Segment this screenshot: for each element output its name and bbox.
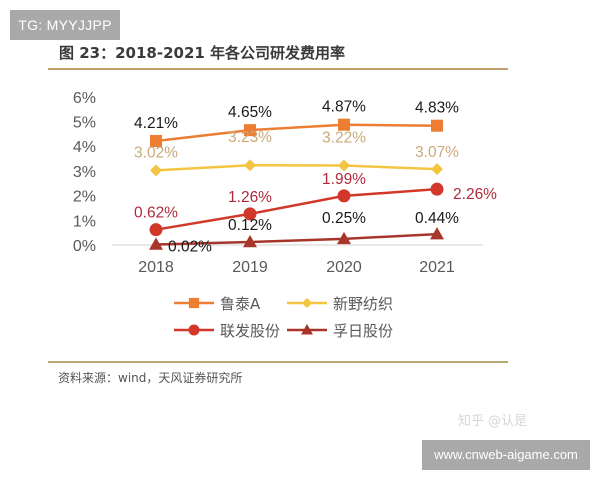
data-label: 3.23%: [228, 129, 272, 146]
legend-label: 孚日股份: [333, 322, 393, 340]
legend-item: 联发股份: [174, 322, 280, 340]
x-tick-label: 2019: [232, 259, 268, 276]
y-tick-label: 1%: [73, 213, 96, 230]
watermark-bottom: www.cnweb-aigame.com: [422, 440, 590, 470]
square-marker: [431, 119, 443, 132]
y-tick-label: 3%: [73, 164, 96, 181]
series-line: [155, 232, 438, 246]
data-label: 4.83%: [415, 100, 459, 117]
data-label: 0.25%: [322, 210, 366, 227]
legend-item: 孚日股份: [287, 322, 393, 340]
triangle-marker: [430, 227, 444, 240]
square-marker: [338, 118, 350, 131]
x-tick-label: 2020: [326, 259, 362, 276]
data-label: 1.99%: [322, 171, 366, 188]
data-label: 4.21%: [134, 115, 178, 132]
zhihu-watermark: 知乎 @认是: [458, 414, 528, 429]
data-label: 4.87%: [322, 99, 366, 116]
triangle-marker: [337, 231, 351, 245]
x-axis: 2018 2019 2020 2021: [138, 259, 455, 276]
line-chart: 0% 1% 2% 3% 4% 5% 6% 2018 2019 2020 2021 4.21% 4.6…: [73, 90, 497, 340]
y-axis: 0% 1% 2% 3% 4% 5% 6%: [73, 90, 96, 255]
title-divider: [48, 68, 508, 70]
legend-label: 鲁泰A: [220, 295, 261, 313]
data-label: 3.07%: [415, 144, 459, 161]
data-label: 0.44%: [415, 210, 459, 227]
y-tick-label: 4%: [73, 139, 96, 156]
data-label: 3.02%: [134, 144, 178, 161]
data-label: 3.22%: [322, 129, 366, 146]
circle-marker: [337, 189, 351, 203]
circle-marker: [188, 324, 200, 336]
legend-item: 新野纺织: [287, 295, 393, 313]
circle-marker: [243, 207, 257, 221]
triangle-marker: [243, 235, 257, 248]
data-label: 1.26%: [228, 189, 272, 206]
legend-item: 鲁泰A: [174, 295, 261, 313]
series-line: [155, 163, 438, 172]
source-divider: [48, 361, 508, 363]
circle-marker: [149, 223, 163, 237]
series-line: [155, 187, 438, 231]
data-label: 4.65%: [228, 104, 272, 121]
diamond-marker: [431, 163, 443, 176]
series-markers: [149, 118, 444, 250]
figure-title: 图 23：2018-2021 年各公司研发费用率: [59, 44, 346, 62]
series-line: [155, 123, 438, 143]
triangle-marker: [301, 324, 313, 335]
square-marker: [244, 124, 256, 137]
data-labels: 4.21% 4.65% 4.87% 4.83% 3.02% 3.23% 3.22% 3.07%…: [134, 99, 497, 256]
square-marker: [188, 297, 200, 309]
data-label: 0.12%: [228, 217, 272, 234]
watermark-top: TG: MYYJJPP: [10, 10, 120, 40]
data-label: 0.02%: [168, 239, 212, 256]
legend-label: 新野纺织: [333, 295, 393, 313]
diamond-marker: [301, 297, 313, 309]
x-tick-label: 2018: [138, 259, 174, 276]
diamond-marker: [244, 159, 256, 172]
square-marker: [150, 135, 162, 148]
diamond-marker: [150, 164, 162, 177]
diamond-marker: [338, 159, 350, 172]
circle-marker: [430, 182, 444, 196]
triangle-marker: [149, 237, 163, 250]
data-label: 0.62%: [134, 205, 178, 222]
x-tick-label: 2021: [419, 259, 455, 276]
y-tick-label: 6%: [73, 90, 96, 107]
y-tick-label: 2%: [73, 189, 96, 206]
y-tick-label: 5%: [73, 115, 96, 132]
series-lines: [155, 123, 438, 246]
source-note: 资料来源：wind，天风证券研究所: [58, 371, 243, 385]
y-tick-label: 0%: [73, 238, 96, 255]
data-label: 2.26%: [453, 186, 497, 203]
legend-label: 联发股份: [220, 322, 280, 340]
